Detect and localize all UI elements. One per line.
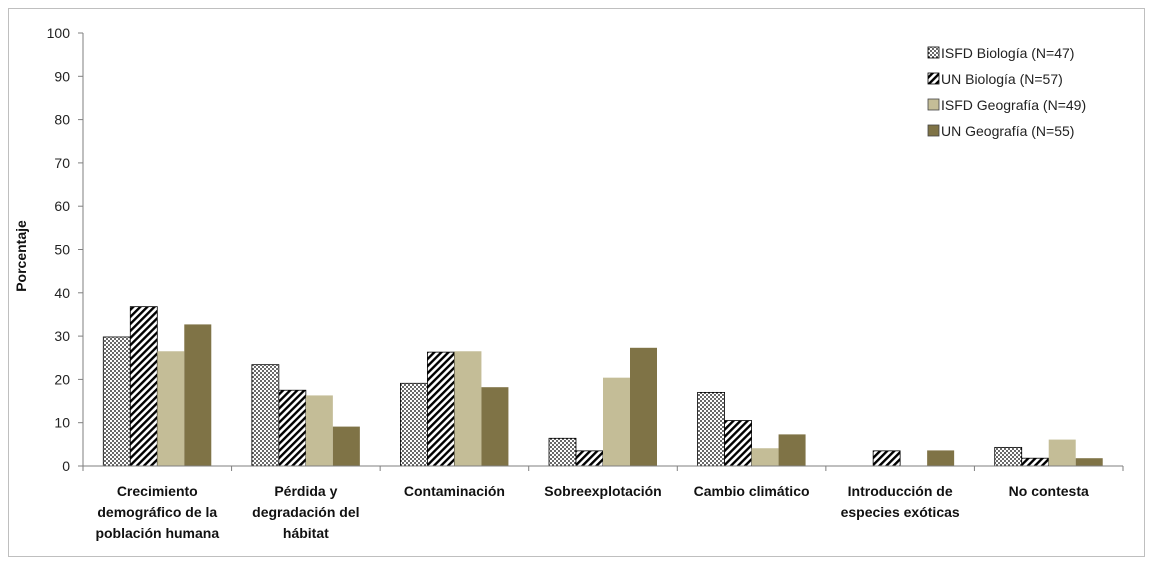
legend-swatch: [927, 98, 940, 111]
legend-label: UN Geografía (N=55): [941, 123, 1074, 139]
bar-4-4: [630, 347, 657, 466]
category-label: población humana: [95, 525, 219, 541]
x-axis: Crecimiento demográfico de la población hu…: [95, 483, 1089, 541]
bars: [82, 306, 1124, 471]
y-axis-title: Porcentaje: [13, 220, 29, 292]
category-label: No contesta: [1009, 483, 1089, 499]
bar-3-2: [305, 395, 333, 466]
y-tick-label: 0: [62, 458, 70, 474]
bar-2-2: [278, 389, 307, 467]
bar-3-4: [603, 377, 630, 466]
legend-label: UN Biología (N=57): [941, 71, 1063, 87]
bar-2-3: [427, 351, 455, 467]
y-tick-label: 40: [54, 285, 70, 301]
category-label: Pérdida y: [274, 483, 337, 499]
bar-4-2: [332, 426, 360, 466]
bar-1-5: [697, 391, 725, 467]
y-tick-label: 100: [47, 25, 71, 41]
bar-1-7: [994, 446, 1023, 467]
y-tick-label: 90: [54, 68, 70, 84]
y-tick-label: 10: [54, 415, 70, 431]
y-tick-label: 80: [54, 112, 70, 128]
bar-3-5: [751, 448, 779, 466]
bar-4-7: [1075, 458, 1103, 466]
bar-4-3: [481, 387, 509, 466]
legend-swatch: [927, 46, 940, 59]
category-label: Crecimiento: [117, 483, 198, 499]
bar-2-7: [1021, 457, 1050, 467]
category-label: especies exóticas: [841, 504, 960, 520]
bar-3-1: [157, 351, 185, 466]
category-label: Sobreexplotación: [544, 483, 661, 499]
y-tick-label: 30: [54, 328, 70, 344]
category-label: Contaminación: [404, 483, 505, 499]
category-label: demográfico de la: [97, 504, 217, 520]
bar-1-2: [251, 364, 280, 467]
y-axis: 0 10 20 30 40 50 60 70 80 90 100: [47, 25, 84, 474]
bar-1-4: [548, 437, 577, 467]
legend-swatch: [927, 72, 940, 85]
bar-1-3: [400, 382, 428, 467]
category-label: Cambio climático: [694, 483, 810, 499]
y-tick-label: 70: [54, 155, 70, 171]
category-label: hábitat: [283, 525, 329, 541]
bar-2-6: [872, 450, 901, 467]
y-tick-label: 20: [54, 371, 70, 387]
y-tick-label: 50: [54, 242, 70, 258]
legend-label: ISFD Biología (N=47): [941, 45, 1074, 61]
legend-swatch: [927, 124, 940, 137]
category-label: Introducción de: [848, 483, 953, 499]
legend: ISFD Biología (N=47) UN Biología (N=57) IS…: [927, 45, 1086, 139]
bar-1-1: [102, 336, 131, 467]
legend-label: ISFD Geografía (N=49): [941, 97, 1086, 113]
bar-3-7: [1048, 439, 1076, 466]
chart-frame: [8, 8, 1145, 557]
bar-2-5: [724, 420, 752, 467]
y-tick-label: 60: [54, 198, 70, 214]
bar-4-6: [927, 450, 955, 466]
bar-4-5: [778, 434, 806, 466]
bar-4-1: [184, 324, 212, 466]
bar-2-1: [129, 306, 158, 467]
bar-2-4: [575, 450, 604, 467]
category-label: degradación del: [252, 504, 359, 520]
bar-3-3: [454, 351, 482, 466]
